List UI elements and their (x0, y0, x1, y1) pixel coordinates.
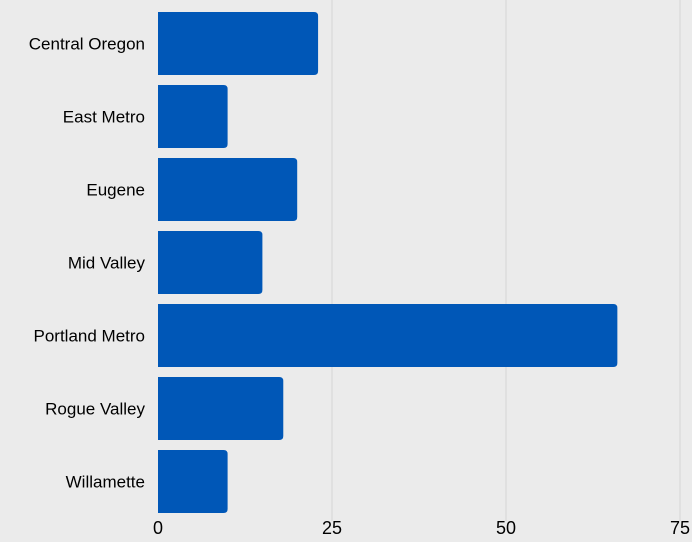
x-tick-label: 50 (496, 518, 516, 538)
category-labels: Central Oregon East Metro Eugene Mid Valley… (29, 35, 146, 492)
category-label: Mid Valley (68, 254, 146, 273)
bar-willamette (158, 450, 228, 513)
category-label: Willamette (66, 473, 145, 492)
bar-east-metro (158, 85, 228, 148)
bar-rogue-valley (158, 377, 284, 440)
x-tick-label: 25 (322, 518, 342, 538)
category-label: Portland Metro (34, 327, 146, 346)
category-label: Eugene (86, 181, 145, 200)
bar-mid-valley (158, 231, 263, 294)
bar-eugene (158, 158, 298, 221)
bar-layer (158, 12, 618, 513)
category-label: East Metro (63, 108, 145, 127)
category-label: Central Oregon (29, 35, 145, 54)
x-tick-label: 75 (670, 518, 690, 538)
bar-portland-metro (158, 304, 618, 367)
category-label: Rogue Valley (45, 400, 145, 419)
grid-layer (331, 0, 681, 521)
bar-central-oregon (158, 12, 319, 75)
x-tick-label: 0 (153, 518, 163, 538)
x-axis-tick-labels: 0 25 50 75 (153, 518, 690, 538)
